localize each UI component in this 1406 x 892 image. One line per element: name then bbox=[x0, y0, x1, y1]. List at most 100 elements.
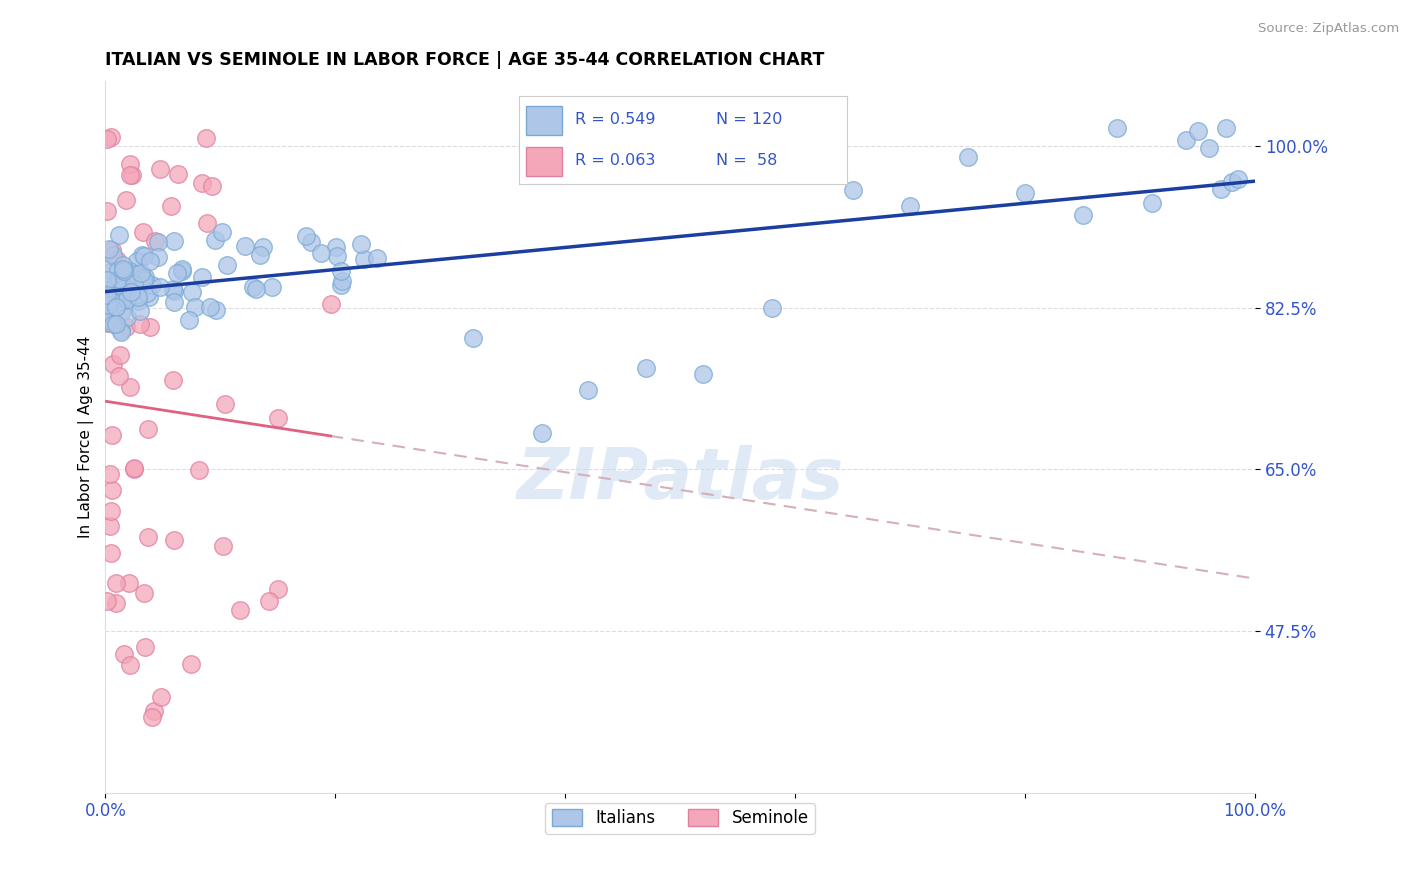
Point bbox=[112, 264, 135, 278]
Point bbox=[96, 315, 118, 329]
Point bbox=[141, 710, 163, 724]
Point bbox=[841, 183, 863, 197]
Point bbox=[1140, 196, 1163, 211]
Point bbox=[96, 273, 118, 287]
Point bbox=[180, 657, 202, 672]
Point bbox=[121, 169, 143, 183]
Point bbox=[101, 248, 124, 262]
Point bbox=[136, 285, 159, 300]
Point bbox=[96, 288, 118, 302]
Point bbox=[97, 298, 120, 312]
Point bbox=[107, 295, 129, 310]
Point bbox=[105, 301, 128, 315]
Text: ZIPatlas: ZIPatlas bbox=[516, 445, 844, 514]
Point bbox=[634, 361, 657, 376]
Point bbox=[118, 380, 141, 394]
Point bbox=[125, 267, 148, 281]
Point bbox=[761, 301, 783, 316]
Point bbox=[166, 266, 188, 280]
Point bbox=[233, 239, 256, 253]
Point bbox=[128, 317, 150, 331]
Point bbox=[115, 292, 138, 306]
Point bbox=[1209, 182, 1232, 196]
Point bbox=[353, 252, 375, 266]
Point bbox=[118, 264, 141, 278]
Point bbox=[228, 602, 250, 616]
Point bbox=[201, 178, 224, 193]
Point bbox=[100, 428, 122, 442]
Point bbox=[692, 368, 714, 382]
Point bbox=[117, 576, 139, 591]
Point bbox=[105, 596, 128, 610]
Point bbox=[136, 422, 159, 436]
Point bbox=[956, 150, 979, 164]
Point bbox=[1014, 186, 1036, 201]
Point bbox=[97, 286, 120, 301]
Point bbox=[141, 277, 163, 292]
Point bbox=[267, 582, 290, 597]
Point bbox=[104, 575, 127, 590]
Point bbox=[162, 282, 184, 296]
Point bbox=[112, 258, 135, 272]
Point bbox=[136, 530, 159, 544]
Point bbox=[127, 290, 149, 304]
Point bbox=[170, 261, 193, 276]
Point bbox=[366, 252, 388, 266]
Point bbox=[101, 483, 124, 497]
Point bbox=[160, 199, 183, 213]
Point bbox=[205, 303, 228, 318]
Point bbox=[163, 285, 186, 299]
Point bbox=[257, 593, 280, 607]
Point bbox=[100, 293, 122, 308]
Point bbox=[108, 228, 131, 243]
Point bbox=[211, 225, 233, 239]
Point bbox=[124, 277, 146, 291]
Point bbox=[149, 690, 172, 704]
Point bbox=[898, 199, 921, 213]
Point bbox=[107, 272, 129, 286]
Point bbox=[117, 264, 139, 278]
Point bbox=[111, 287, 134, 301]
Point bbox=[162, 373, 184, 387]
Point bbox=[120, 285, 142, 300]
Point bbox=[110, 326, 132, 340]
Point bbox=[1187, 124, 1209, 138]
Point bbox=[115, 310, 138, 325]
Point bbox=[463, 331, 485, 345]
Point bbox=[184, 300, 207, 314]
Point bbox=[115, 193, 138, 207]
Point bbox=[114, 267, 136, 281]
Point bbox=[112, 290, 135, 304]
Point bbox=[134, 272, 156, 286]
Point bbox=[134, 270, 156, 285]
Legend: Italians, Seminole: Italians, Seminole bbox=[546, 803, 815, 834]
Point bbox=[1220, 175, 1243, 189]
Point bbox=[143, 234, 166, 248]
Point bbox=[163, 533, 186, 547]
Point bbox=[115, 320, 138, 334]
Point bbox=[118, 157, 141, 171]
Point bbox=[215, 258, 238, 272]
Point bbox=[191, 176, 214, 190]
Point bbox=[114, 276, 136, 290]
Point bbox=[1215, 120, 1237, 135]
Point bbox=[101, 310, 124, 324]
Point bbox=[576, 384, 599, 398]
Point bbox=[167, 167, 190, 181]
Point bbox=[311, 246, 333, 260]
Point bbox=[98, 292, 121, 306]
Point bbox=[104, 317, 127, 331]
Point bbox=[104, 289, 127, 303]
Point bbox=[107, 262, 129, 277]
Point bbox=[100, 129, 122, 144]
Point bbox=[194, 130, 217, 145]
Point bbox=[96, 132, 118, 146]
Point bbox=[531, 426, 554, 441]
Point bbox=[129, 266, 152, 280]
Point bbox=[325, 249, 347, 263]
Point bbox=[132, 225, 155, 239]
Point bbox=[117, 276, 139, 290]
Point bbox=[260, 280, 283, 294]
Point bbox=[139, 254, 162, 268]
Point bbox=[101, 317, 124, 331]
